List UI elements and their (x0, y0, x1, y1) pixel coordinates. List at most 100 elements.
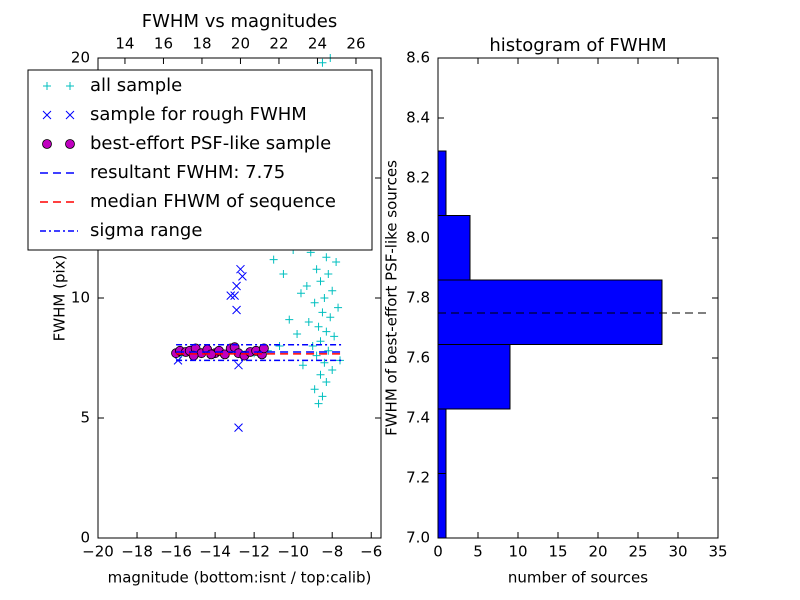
x-tick-label: −18 (121, 543, 153, 561)
histogram-bar (437, 279, 663, 345)
x-tick-label: −10 (277, 543, 309, 561)
legend-label: median FHWM of sequence (90, 191, 336, 212)
plus-marker (328, 286, 337, 295)
legend-label: best-effort PSF-like sample (90, 133, 331, 154)
plus-marker (322, 378, 331, 386)
chart-title: FWHM vs magnitudes (142, 11, 337, 32)
plus-marker (330, 332, 339, 341)
y-axis-label: FWHM (pix) (51, 255, 69, 342)
x-tick-label: −20 (82, 543, 114, 561)
series (173, 264, 247, 432)
x2-tick-label: 14 (115, 35, 134, 53)
histogram-bar (437, 215, 471, 281)
y-tick-label: 5 (80, 409, 90, 427)
x-marker (238, 272, 247, 281)
x-tick-label: 5 (473, 543, 483, 561)
x-tick-label: −8 (321, 543, 343, 561)
plus-marker (293, 330, 302, 338)
x2-tick-label: 18 (192, 35, 211, 53)
x2-tick-label: 16 (154, 35, 173, 53)
histogram-bar (437, 408, 447, 474)
plus-marker (314, 322, 323, 331)
plus-marker (314, 399, 323, 408)
plus-marker (66, 82, 74, 90)
chart-title: histogram of FWHM (489, 35, 666, 56)
plus-marker (316, 277, 325, 286)
x2-tick-label: 26 (346, 35, 365, 53)
plus-marker (43, 82, 51, 90)
legend-label: sample for rough FWHM (90, 104, 307, 125)
x-tick-label: −14 (199, 543, 231, 561)
plus-marker (326, 313, 335, 322)
x2-tick-label: 20 (231, 35, 250, 53)
plus-marker (318, 392, 327, 401)
plus-marker (316, 370, 325, 379)
plus-marker (332, 258, 341, 266)
x-tick-label: 35 (708, 543, 727, 561)
y-tick-label: 8.2 (406, 169, 430, 187)
plus-marker (316, 337, 325, 346)
plus-marker (312, 351, 321, 360)
x-marker (234, 360, 243, 370)
plus-marker (328, 366, 337, 374)
plus-marker (298, 361, 307, 370)
y-tick-label: 7.4 (406, 409, 430, 427)
histogram-bar (437, 473, 447, 539)
x-marker (42, 110, 52, 120)
plus-marker (318, 308, 327, 317)
y-tick-label: 7.2 (406, 469, 430, 487)
x-marker (226, 291, 236, 300)
plus-marker (285, 315, 294, 324)
plus-marker (322, 253, 331, 262)
x-tick-label: 0 (433, 543, 443, 561)
plus-marker (310, 298, 319, 307)
x-tick-label: 30 (668, 543, 687, 561)
x-marker (234, 423, 243, 432)
legend-label: resultant FWHM: 7.75 (90, 162, 285, 183)
y-tick-label: 7.0 (406, 529, 430, 547)
y-tick-label: 0 (80, 529, 90, 547)
x-marker (65, 110, 75, 120)
y-tick-label: 20 (71, 49, 90, 67)
legend: all sample sample for rough FWHM best-effo… (27, 69, 373, 251)
legend-label: sigma range (90, 220, 202, 241)
x-marker (232, 305, 241, 315)
plus-marker (324, 270, 333, 278)
plus-marker (279, 270, 288, 278)
x-tick-label: 10 (508, 543, 527, 561)
x-marker (230, 291, 239, 300)
plus-marker (269, 255, 278, 264)
x-tick-label: −12 (238, 543, 270, 561)
circle-marker (258, 343, 269, 354)
plus-marker (308, 342, 317, 350)
x-tick-label: 20 (588, 543, 607, 561)
plus-marker (310, 385, 319, 394)
y-tick-label: 10 (71, 289, 90, 307)
histogram-bar (437, 150, 447, 216)
legend-box (27, 69, 373, 251)
y-tick-label: 8.6 (406, 49, 430, 67)
axes-frame (437, 57, 719, 539)
y-tick-label: 8.4 (406, 109, 430, 127)
x-tick-label: −6 (360, 543, 382, 561)
plus-marker (302, 282, 311, 290)
x-axis-label: magnitude (bottom:isnt / top:calib) (108, 569, 372, 587)
x-axis-label: number of sources (508, 569, 648, 587)
plus-marker (322, 327, 331, 336)
x-marker (236, 264, 245, 274)
x2-tick-label: 24 (308, 35, 327, 53)
axes-frame (97, 57, 382, 539)
plus-marker (320, 358, 329, 367)
circle-marker (42, 139, 52, 149)
plus-marker (320, 294, 329, 302)
plus-marker (275, 342, 284, 350)
x-tick-label: −16 (160, 543, 192, 561)
plus-marker (324, 346, 333, 355)
x2-tick-label: 22 (269, 35, 288, 53)
plus-marker (312, 265, 321, 274)
plus-marker (304, 318, 313, 326)
y-tick-label: 7.6 (406, 349, 430, 367)
circle-marker (65, 139, 75, 149)
x-tick-label: 25 (628, 543, 647, 561)
